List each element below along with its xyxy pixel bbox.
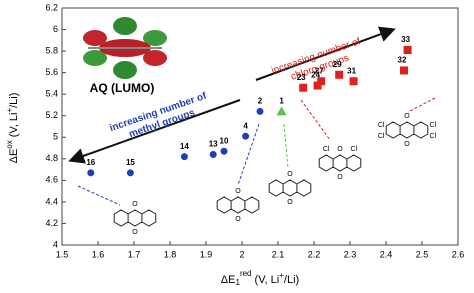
point-label: 27 <box>315 66 324 75</box>
methyl-annotation: increasing number of methyl groups <box>108 90 208 140</box>
y-tick-label: 4 <box>53 239 58 249</box>
molecule <box>216 196 260 214</box>
y-axis-label: ΔEox (V, Li+/Li) <box>5 93 20 164</box>
y-tick-label: 6.2 <box>45 2 58 12</box>
point <box>403 46 412 55</box>
atom-label: O <box>337 174 343 181</box>
point <box>299 83 308 92</box>
point-label: 23 <box>297 73 306 82</box>
plot-frame <box>61 7 459 246</box>
x-tick-label: 2.4 <box>380 249 393 259</box>
point-label: 24 <box>311 71 320 80</box>
x-tick-label: 1.5 <box>56 249 69 259</box>
atom-label: Cl <box>378 133 385 140</box>
label-part: (V, Li <box>252 274 280 286</box>
point-label: 4 <box>243 121 248 130</box>
x-tick-label: 1.6 <box>92 249 105 259</box>
label-part: ox <box>5 140 14 148</box>
atom-label: O <box>287 199 293 206</box>
x-tick-label: 2.3 <box>344 249 357 259</box>
atom-label: O <box>404 141 410 148</box>
label-part: + <box>279 271 284 280</box>
point-label: 14 <box>180 142 189 151</box>
point-label: 31 <box>347 66 356 75</box>
y-tick-label: 4.2 <box>45 218 58 228</box>
y-tick-label: 5.4 <box>45 89 58 99</box>
chloro-arrow <box>255 26 396 81</box>
label-part: (V, Li <box>8 113 20 141</box>
point-label: 29 <box>333 60 342 69</box>
point <box>335 70 344 79</box>
label-part: ΔE <box>221 274 236 286</box>
y-tick-label: 5.8 <box>45 45 58 55</box>
molecule <box>318 154 362 172</box>
x-tick-label: 2 <box>239 249 244 259</box>
point <box>180 153 188 161</box>
label-part: ΔE <box>8 149 20 164</box>
x-tick-label: 1.9 <box>200 249 213 259</box>
y-tick-label: 5.2 <box>45 110 58 120</box>
x-tick-label: 2.2 <box>308 249 321 259</box>
point <box>209 151 217 159</box>
point <box>276 106 287 116</box>
y-tick-label: 4.6 <box>45 175 58 185</box>
y-tick-label: 5 <box>53 132 58 142</box>
point-label: 2 <box>258 97 263 106</box>
atom-label: O <box>235 188 241 195</box>
point-label: 1 <box>279 97 284 106</box>
atom-label: O <box>337 146 343 153</box>
point <box>242 132 250 140</box>
x-tick-label: 1.8 <box>164 249 177 259</box>
y-tick-label: 6 <box>53 24 58 34</box>
atom-label: Cl <box>351 146 358 153</box>
lumo-label: AQ (LUMO) <box>90 81 155 95</box>
atom-label: O <box>132 229 138 236</box>
atom-label: Cl <box>430 122 437 129</box>
point-label: 15 <box>126 158 135 167</box>
point-label: 13 <box>209 140 218 149</box>
molecule <box>385 121 429 139</box>
label-part: /Li) <box>8 93 20 108</box>
point-label: 16 <box>86 158 95 167</box>
y-tick-label: 4.8 <box>45 153 58 163</box>
label-part: /Li) <box>284 274 299 286</box>
connectors <box>77 97 436 206</box>
lumo-image <box>83 17 167 79</box>
y-tick-label: 5.6 <box>45 67 58 77</box>
x-tick-label: 1.7 <box>128 249 141 259</box>
atom-label: O <box>235 216 241 223</box>
atom-label: Cl <box>430 133 437 140</box>
methyl-arrow <box>68 99 241 164</box>
atom-label: O <box>132 201 138 208</box>
molecule <box>268 179 312 197</box>
molecule <box>113 209 157 227</box>
point <box>349 77 358 86</box>
point <box>126 169 134 177</box>
x-tick-label: 2.5 <box>416 249 429 259</box>
x-axis-label: ΔE1red (V, Li+/Li) <box>221 269 299 287</box>
label-part: + <box>5 108 14 113</box>
point <box>87 169 95 177</box>
point <box>220 147 228 155</box>
atom-label: O <box>404 113 410 120</box>
atom-label: O <box>287 171 293 178</box>
atom-label: Cl <box>323 146 330 153</box>
label-part: red <box>240 269 252 278</box>
x-tick-label: 2.6 <box>452 249 465 259</box>
atom-label: Cl <box>378 122 385 129</box>
point <box>317 77 326 86</box>
point-label: 10 <box>220 136 229 145</box>
point-label: 33 <box>401 35 410 44</box>
point <box>400 66 408 75</box>
point-label: 32 <box>398 56 407 65</box>
point <box>256 107 264 115</box>
y-tick-label: 4.4 <box>45 196 58 206</box>
x-tick-label: 2.1 <box>272 249 285 259</box>
label-part: 1 <box>235 278 240 287</box>
point <box>313 81 322 90</box>
